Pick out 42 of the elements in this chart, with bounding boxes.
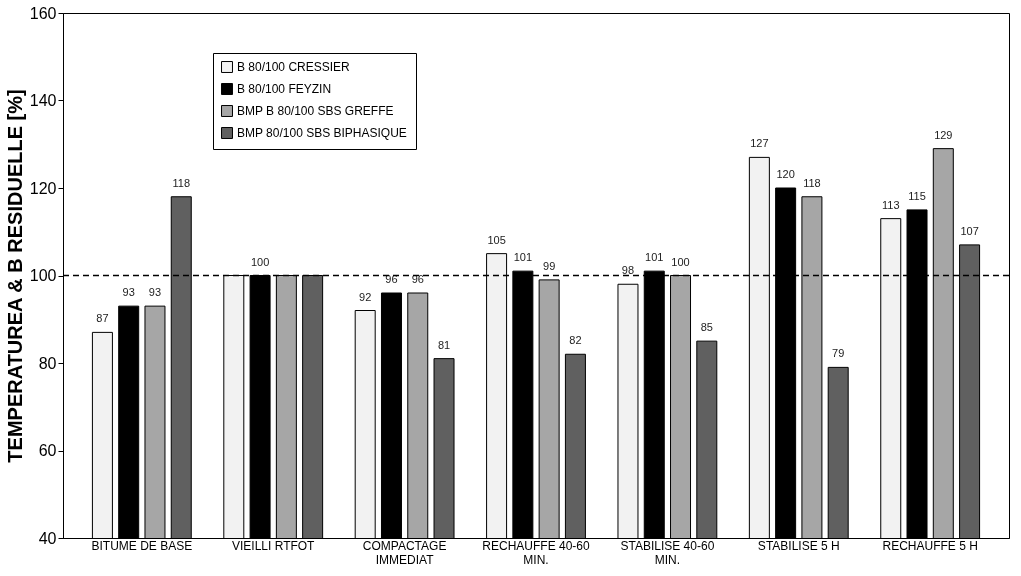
data-label: 93 — [122, 286, 135, 299]
x-tick-label: VIEILLI RTFOT — [231, 538, 316, 553]
y-tick-label: 100 — [29, 267, 57, 284]
data-label: 101 — [645, 251, 664, 264]
y-tick-label: 80 — [38, 354, 57, 372]
data-label: 93 — [148, 286, 162, 299]
data-label: 120 — [776, 168, 795, 180]
data-label: 92 — [359, 290, 372, 303]
data-label: 100 — [250, 255, 270, 268]
y-tick-label: 60 — [38, 442, 57, 459]
y-tick-label: 160 — [29, 4, 57, 22]
x-tick-label: COMPACTAGE IMMEDIAT — [362, 538, 447, 567]
legend-label: BMP 80/100 SBS BIPHASIQUE — [237, 126, 407, 140]
legend-label: B 80/100 FEYZIN — [237, 82, 332, 96]
data-label: 127 — [750, 137, 769, 150]
data-label: 115 — [908, 189, 926, 202]
y-tick-label: 140 — [29, 92, 57, 109]
legend-label: B 80/100 CRESSIER — [237, 60, 351, 74]
data-label: 105 — [487, 233, 506, 246]
y-tick-label: 40 — [38, 529, 57, 547]
data-label: 85 — [700, 321, 713, 334]
data-label: 129 — [934, 128, 953, 141]
x-tick-label: STABILISE 5 H — [757, 538, 840, 553]
data-label: 99 — [543, 259, 556, 272]
y-axis-title: TEMPERATUREA & B RESIDUELLE [%] — [3, 89, 26, 463]
data-label: 100 — [671, 255, 690, 268]
y-tick-label: 120 — [29, 179, 57, 197]
x-tick-label: RECHAUFFE 40-60 MIN. — [482, 538, 590, 567]
data-label: 107 — [960, 224, 979, 237]
data-label: 113 — [881, 198, 900, 211]
x-tick-label: BITUME DE BASE — [91, 538, 193, 553]
data-label: 98 — [621, 264, 635, 277]
data-label: 79 — [832, 347, 845, 360]
data-label: 118 — [803, 176, 821, 189]
data-label: 82 — [569, 334, 582, 347]
data-label: 81 — [437, 338, 451, 351]
legend-label: BMP B 80/100 SBS GREFFE — [237, 104, 394, 118]
x-tick-label: STABILISE 40-60 MIN. — [620, 538, 715, 567]
data-label: 118 — [172, 176, 191, 189]
data-label: 87 — [96, 312, 109, 325]
data-label: 101 — [513, 251, 533, 264]
x-tick-label: RECHAUFFE 5 H — [882, 538, 978, 553]
